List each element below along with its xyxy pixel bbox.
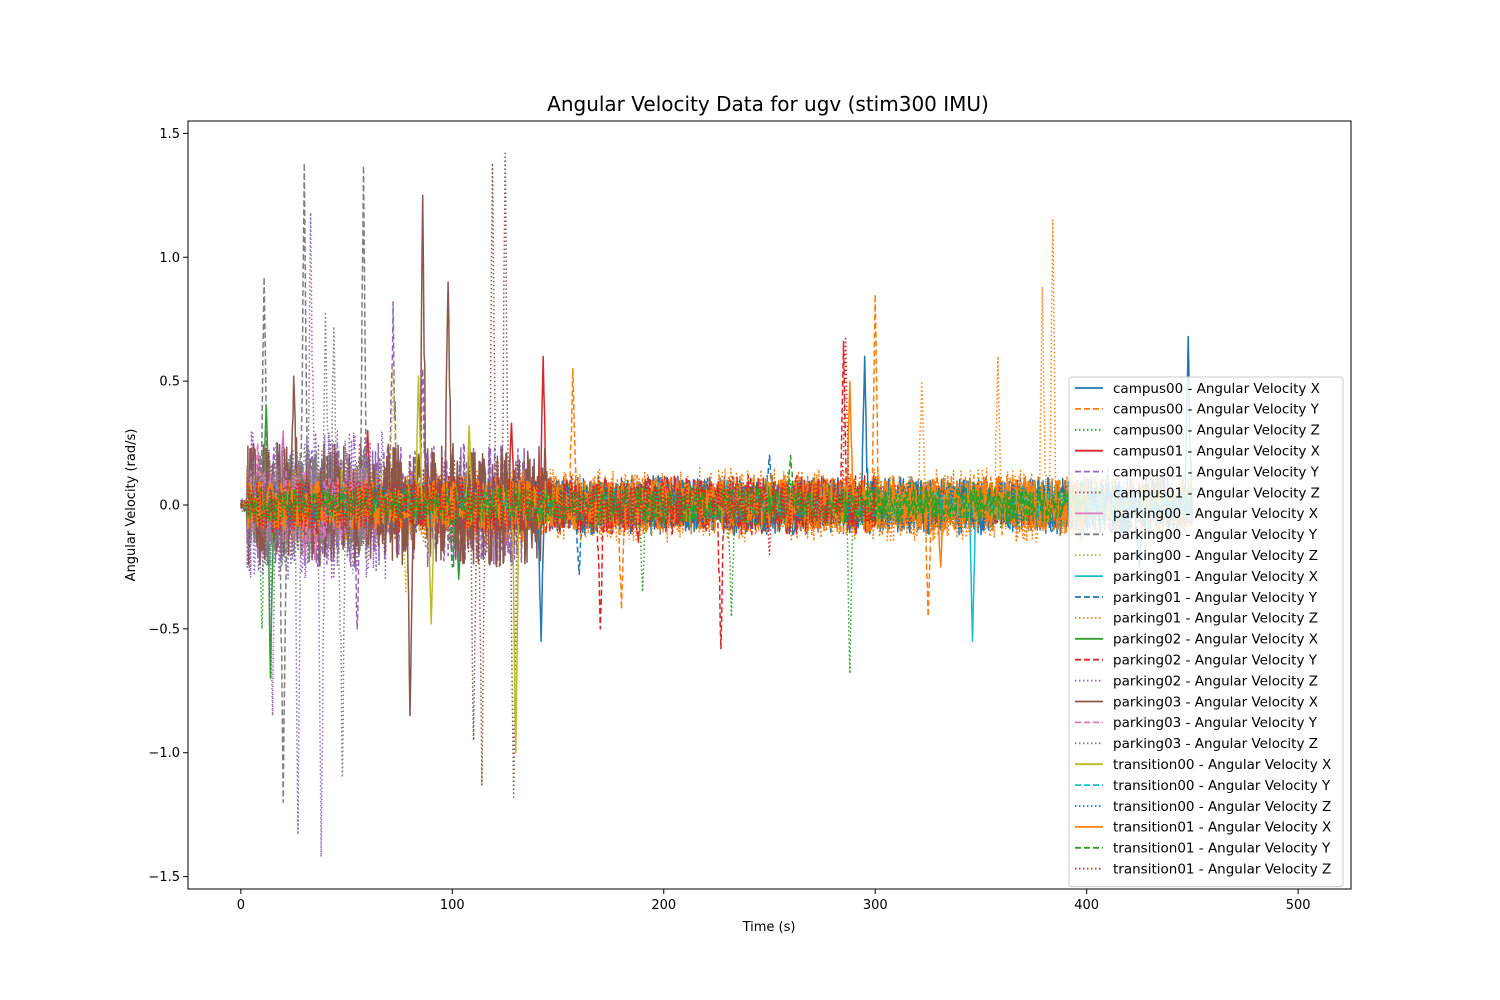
x-tick-label: 200 <box>651 898 676 913</box>
legend-entry: parking02 - Angular Velocity Y <box>1113 653 1318 669</box>
legend-entry: parking00 - Angular Velocity X <box>1113 506 1318 522</box>
legend-entry: parking03 - Angular Velocity Z <box>1113 736 1318 752</box>
legend-entry: campus00 - Angular Velocity Z <box>1113 423 1320 439</box>
y-axis: −1.5 −1.0 −0.5 0.0 0.5 1.0 1.5 <box>148 127 188 885</box>
x-tick-label: 400 <box>1074 898 1099 913</box>
series-line-22 <box>240 454 1088 568</box>
x-tick-label: 100 <box>440 898 465 913</box>
legend-entry: parking01 - Angular Velocity Y <box>1113 590 1318 606</box>
series-line-15 <box>240 194 549 717</box>
legend-entry: campus00 - Angular Velocity X <box>1113 381 1320 397</box>
legend-entry: parking03 - Angular Velocity Y <box>1113 715 1318 731</box>
legend-entry: campus01 - Angular Velocity X <box>1113 444 1320 460</box>
series-line-21 <box>240 380 1088 568</box>
chart-title: Angular Velocity Data for ugv (stim300 I… <box>547 92 989 116</box>
legend-entry: transition01 - Angular Velocity X <box>1113 820 1331 836</box>
y-tick-label: 1.0 <box>159 251 180 266</box>
legend-entry: parking02 - Angular Velocity Z <box>1113 673 1318 689</box>
legend-entry: parking00 - Angular Velocity Y <box>1113 527 1318 543</box>
y-tick-label: −1.0 <box>148 746 180 761</box>
legend-entry: parking02 - Angular Velocity X <box>1113 632 1318 648</box>
y-tick-label: 0.5 <box>159 375 180 390</box>
legend-entry: campus00 - Angular Velocity Y <box>1113 402 1320 418</box>
x-tick-label: 300 <box>863 898 888 913</box>
y-tick-label: 0.0 <box>159 499 180 514</box>
x-axis: 0 100 200 300 400 500 <box>237 889 1311 913</box>
legend-entry: transition00 - Angular Velocity Y <box>1113 778 1331 794</box>
legend-entry: campus01 - Angular Velocity Z <box>1113 485 1320 501</box>
legend-entry: campus01 - Angular Velocity Y <box>1113 464 1320 480</box>
series-layer <box>240 152 1194 858</box>
legend-entry: transition01 - Angular Velocity Z <box>1113 862 1331 878</box>
legend-entry: transition00 - Angular Velocity Z <box>1113 799 1331 815</box>
legend-entry: transition01 - Angular Velocity Y <box>1113 841 1331 857</box>
series-line-10 <box>240 454 1130 576</box>
y-tick-label: −0.5 <box>148 622 180 637</box>
series-line-23 <box>240 335 876 556</box>
y-tick-label: 1.5 <box>159 127 180 142</box>
legend: campus00 - Angular Velocity X campus00 - … <box>1068 376 1344 888</box>
x-axis-label: Time (s) <box>742 920 796 935</box>
legend-entry: parking03 - Angular Velocity X <box>1113 694 1318 710</box>
legend-entry: parking01 - Angular Velocity Z <box>1113 611 1318 627</box>
legend-entry: transition00 - Angular Velocity X <box>1113 757 1331 773</box>
y-axis-label: Angular Velocity (rad/s) <box>124 429 139 582</box>
legend-entry: parking00 - Angular Velocity Z <box>1113 548 1318 564</box>
legend-entry: parking01 - Angular Velocity X <box>1113 569 1318 585</box>
x-tick-label: 500 <box>1286 898 1311 913</box>
x-tick-label: 0 <box>237 898 245 913</box>
legend-box <box>1068 376 1344 888</box>
y-tick-label: −1.5 <box>148 870 180 885</box>
